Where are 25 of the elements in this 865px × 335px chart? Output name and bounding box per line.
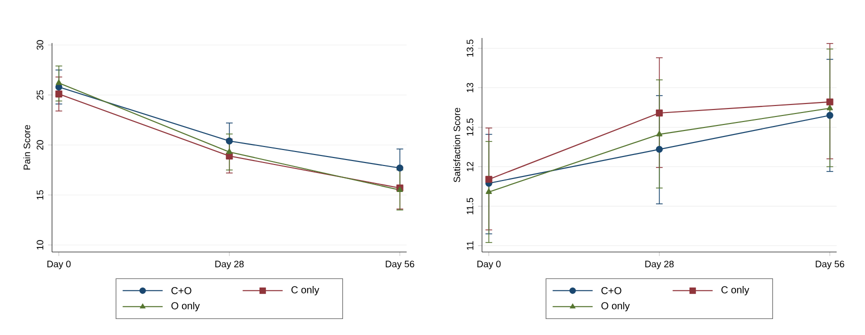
y-tick-label: 10 xyxy=(36,240,44,250)
x-tick-label: Day 28 xyxy=(215,260,244,270)
legend-label: O only xyxy=(171,302,200,312)
y-tick-label: 12 xyxy=(466,162,474,172)
y-tick-label: 12.5 xyxy=(466,118,474,136)
y-tick-label: 25 xyxy=(36,90,44,100)
y-axis-title: Satisfaction Score xyxy=(453,108,460,182)
y-tick-label: 20 xyxy=(36,140,44,150)
x-tick-label: Day 56 xyxy=(816,260,844,270)
x-tick-label: Day 28 xyxy=(645,260,674,270)
y-tick-label: 13 xyxy=(466,82,474,92)
y-tick-label: 11 xyxy=(466,241,474,250)
legend-label: C only xyxy=(721,286,750,296)
x-tick-label: Day 56 xyxy=(386,260,414,270)
x-tick-label: Day 0 xyxy=(47,260,71,270)
legend-label: O only xyxy=(601,302,630,312)
x-tick-label: Day 0 xyxy=(477,260,501,270)
y-axis-title: Pain Score xyxy=(23,125,30,170)
y-tick-label: 30 xyxy=(36,40,44,50)
y-tick-label: 11.5 xyxy=(466,198,474,214)
y-tick-label: 15 xyxy=(36,190,44,200)
y-tick-label: 13.5 xyxy=(466,40,474,57)
legend-label: C only xyxy=(291,286,320,296)
legend-label: C+O xyxy=(171,287,192,294)
legend-label: C+O xyxy=(601,287,622,294)
